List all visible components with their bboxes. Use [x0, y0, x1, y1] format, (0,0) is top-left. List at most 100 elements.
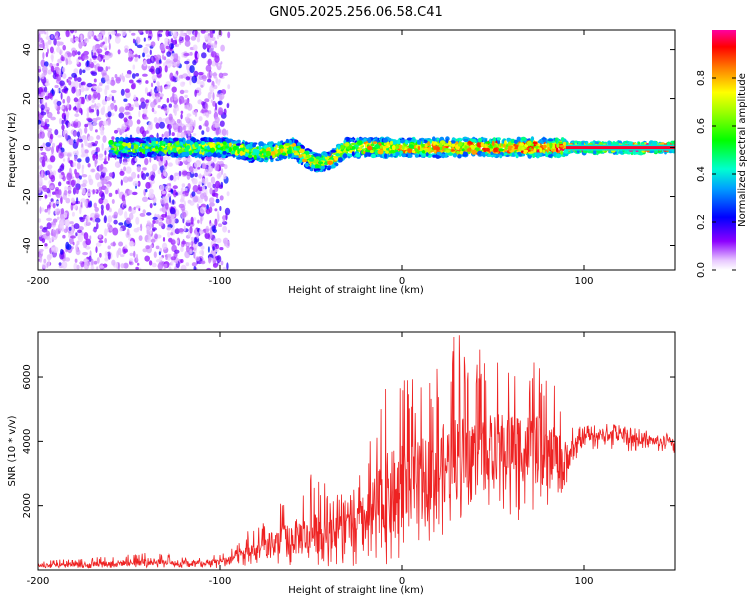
noise-cell [180, 131, 186, 140]
noise-cell [151, 56, 154, 62]
noise-cell [204, 195, 208, 202]
band-cell [436, 138, 440, 141]
noise-cell [212, 183, 216, 189]
noise-cell [42, 125, 48, 130]
noise-cell [61, 261, 68, 269]
band-cell [566, 141, 569, 145]
band-cell [507, 145, 513, 149]
noise-cell [125, 217, 131, 225]
noise-cell [62, 158, 66, 162]
band-cell [537, 140, 542, 144]
noise-cell [115, 189, 118, 195]
noise-cell [149, 49, 152, 56]
noise-cell [131, 82, 136, 90]
band-cell [275, 144, 278, 149]
noise-cell [148, 68, 154, 73]
noise-cell [154, 92, 161, 98]
noise-cell [97, 33, 103, 41]
noise-cell [46, 109, 50, 114]
noise-cell [133, 94, 137, 101]
band-cell [127, 151, 134, 155]
noise-cell [111, 30, 116, 35]
band-cell [447, 152, 453, 156]
band-cell [421, 152, 425, 156]
band-cell [272, 154, 275, 159]
band-cell [337, 144, 341, 150]
noise-cell [151, 107, 155, 113]
noise-cell [142, 167, 147, 171]
noise-cell [147, 37, 150, 42]
noise-cell [108, 192, 113, 197]
band-cell [298, 148, 305, 153]
noise-cell [57, 110, 60, 115]
noise-cell [92, 121, 98, 126]
band-cell [459, 151, 464, 155]
band-cell [161, 148, 165, 152]
band-cell [119, 136, 124, 142]
noise-cell [182, 211, 187, 218]
noise-cell [73, 262, 78, 270]
noise-cell [40, 91, 46, 96]
band-cell [296, 142, 302, 146]
noise-cell [104, 228, 108, 237]
band-cell [441, 153, 446, 159]
noise-cell [127, 55, 133, 62]
band-cell [296, 145, 301, 149]
noise-cell [131, 191, 138, 196]
noise-cell [46, 30, 49, 37]
band-cell [526, 140, 532, 146]
band-cell [527, 151, 534, 154]
noise-cell [81, 174, 88, 178]
noise-cell [122, 176, 129, 183]
noise-cell [89, 217, 93, 221]
band-cell [167, 149, 171, 155]
noise-cell [176, 106, 180, 112]
noise-cell [123, 262, 129, 269]
band-cell [399, 139, 406, 144]
noise-cell [87, 135, 94, 142]
band-cell [139, 148, 146, 153]
noise-cell [42, 52, 45, 60]
noise-cell [129, 258, 134, 262]
noise-cell [202, 164, 207, 169]
noise-cell [136, 79, 142, 83]
snr-y-label: SNR (10 * v/v) [7, 415, 18, 486]
noise-cell [106, 183, 110, 189]
noise-cell [209, 202, 215, 207]
noise-cell [148, 192, 154, 199]
noise-cell [111, 259, 116, 266]
band-cell [155, 141, 159, 144]
noise-cell [142, 59, 148, 67]
noise-cell [120, 88, 125, 96]
noise-cell [41, 72, 45, 80]
noise-cell [38, 69, 42, 73]
noise-cell [98, 57, 101, 62]
noise-cell [104, 150, 107, 156]
band-cell [498, 148, 504, 152]
spectrogram-y-tick-label: 20 [22, 92, 33, 105]
snr-series-line [38, 335, 675, 569]
noise-cell [127, 106, 134, 111]
noise-cell [200, 30, 206, 34]
band-cell [146, 151, 152, 158]
noise-cell [128, 189, 133, 195]
noise-cell [60, 208, 65, 216]
band-cell [391, 139, 398, 145]
noise-cell [194, 161, 200, 168]
noise-cell [175, 192, 179, 196]
band-cell [385, 150, 389, 155]
band-cell [220, 146, 224, 151]
band-cell [417, 139, 422, 145]
band-cell [671, 149, 675, 154]
noise-cell [92, 60, 97, 64]
noise-cell [74, 258, 78, 263]
noise-cell [178, 95, 185, 104]
noise-cell [47, 208, 51, 215]
noise-cell [200, 260, 206, 265]
noise-cell [72, 187, 77, 195]
band-cell [239, 144, 244, 148]
noise-cell [95, 147, 101, 153]
noise-cell [184, 60, 190, 65]
noise-cell [134, 100, 139, 106]
noise-cell [128, 79, 134, 84]
